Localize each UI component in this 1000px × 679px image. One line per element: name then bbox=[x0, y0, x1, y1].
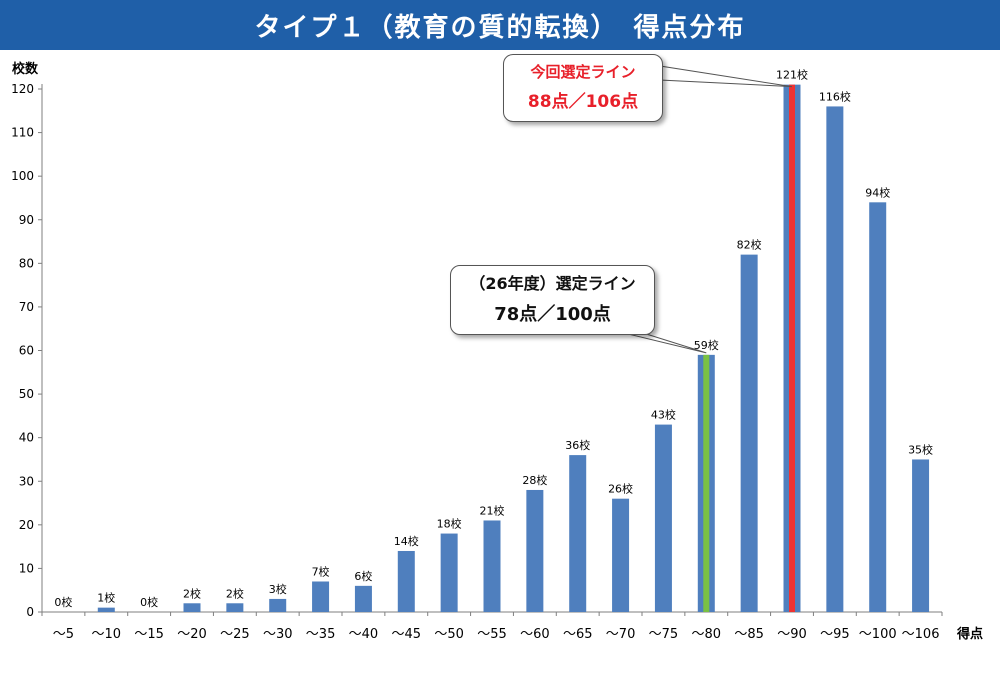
bar bbox=[526, 489, 544, 612]
y-tick-label: 120 bbox=[11, 82, 34, 96]
data-label: 94校 bbox=[865, 185, 890, 199]
data-label: 21校 bbox=[480, 503, 505, 517]
x-tick-label: ～35 bbox=[306, 627, 336, 642]
data-label: 35校 bbox=[908, 442, 933, 456]
x-tick-label: ～55 bbox=[477, 627, 507, 642]
data-label: 2校 bbox=[226, 586, 244, 600]
selection-line-current bbox=[789, 84, 795, 613]
x-tick-label: ～70 bbox=[606, 627, 636, 642]
data-label: 0校 bbox=[54, 595, 72, 609]
x-tick-label: ～75 bbox=[649, 627, 679, 642]
x-tick-label: ～40 bbox=[349, 627, 379, 642]
x-tick-label: ～95 bbox=[820, 627, 850, 642]
page-title: タイプ１（教育の質的転換） 得点分布 bbox=[254, 12, 746, 43]
bar bbox=[97, 607, 115, 612]
title-bar: タイプ１（教育の質的転換） 得点分布 bbox=[0, 0, 1000, 50]
callout-previous-score: 78点／100点 bbox=[494, 304, 611, 325]
x-tick-label: ～10 bbox=[92, 627, 122, 642]
x-tick-label: ～20 bbox=[177, 627, 207, 642]
data-label: 59校 bbox=[694, 338, 719, 352]
y-tick-label: 20 bbox=[19, 518, 34, 532]
y-tick-label: 10 bbox=[19, 561, 34, 575]
bar bbox=[826, 106, 844, 612]
y-tick-label: 40 bbox=[19, 431, 34, 445]
data-label: 82校 bbox=[737, 238, 762, 252]
data-label: 116校 bbox=[819, 89, 851, 103]
bar bbox=[483, 520, 501, 612]
bar bbox=[912, 459, 930, 612]
bar bbox=[354, 585, 372, 612]
x-tick-label: ～60 bbox=[520, 627, 550, 642]
x-tick-label: ～5 bbox=[53, 627, 74, 642]
bar bbox=[183, 603, 201, 612]
data-label: 121校 bbox=[776, 68, 808, 82]
y-tick-label: 50 bbox=[19, 387, 34, 401]
data-label: 6校 bbox=[354, 569, 372, 583]
callout-current-score: 88点／106点 bbox=[527, 92, 639, 112]
y-tick-label: 90 bbox=[19, 213, 34, 227]
x-tick-label: ～45 bbox=[392, 627, 422, 642]
callout-current-pointer bbox=[659, 65, 793, 88]
data-label: 36校 bbox=[565, 438, 590, 452]
callout-previous-line: （26年度）選定ライン 78点／100点 bbox=[450, 265, 655, 335]
bar bbox=[226, 603, 244, 612]
x-tick-label: ～85 bbox=[734, 627, 764, 642]
x-tick-label: ～65 bbox=[563, 627, 593, 642]
y-tick-label: 70 bbox=[19, 300, 34, 314]
bar bbox=[440, 533, 458, 612]
x-tick-label: ～80 bbox=[692, 627, 722, 642]
data-label: 26校 bbox=[608, 482, 633, 496]
x-tick-label: ～15 bbox=[134, 627, 164, 642]
x-tick-label: ～100 bbox=[859, 627, 897, 642]
data-label: 2校 bbox=[183, 586, 201, 600]
y-tick-label: 100 bbox=[11, 169, 34, 183]
data-label: 18校 bbox=[437, 517, 462, 531]
bar bbox=[740, 254, 758, 612]
data-label: 7校 bbox=[312, 564, 330, 578]
bar bbox=[569, 455, 587, 612]
callout-previous-title: （26年度）選定ライン bbox=[469, 274, 636, 293]
x-tick-label: ～106 bbox=[902, 627, 940, 642]
bar bbox=[654, 424, 672, 612]
y-tick-label: 60 bbox=[19, 344, 34, 358]
x-axis-title: 得点 bbox=[956, 626, 983, 642]
bar bbox=[269, 598, 287, 612]
callout-current-line: 今回選定ライン 88点／106点 bbox=[503, 54, 663, 122]
data-label: 43校 bbox=[651, 408, 676, 422]
bar bbox=[312, 581, 330, 612]
x-tick-label: ～90 bbox=[777, 627, 807, 642]
data-label: 14校 bbox=[394, 534, 419, 548]
bar bbox=[397, 550, 415, 612]
bar bbox=[869, 202, 887, 613]
bar bbox=[612, 498, 630, 612]
y-tick-label: 110 bbox=[11, 126, 34, 140]
data-label: 3校 bbox=[269, 582, 287, 596]
selection-line-previous bbox=[703, 354, 710, 612]
x-tick-label: ～50 bbox=[434, 627, 464, 642]
y-tick-label: 30 bbox=[19, 474, 34, 488]
x-tick-label: ～30 bbox=[263, 627, 293, 642]
y-tick-label: 0 bbox=[26, 605, 34, 619]
y-axis-title: 校数 bbox=[12, 61, 39, 77]
y-tick-label: 80 bbox=[19, 256, 34, 270]
data-label: 28校 bbox=[522, 473, 547, 487]
callout-current-title: 今回選定ライン bbox=[530, 63, 636, 81]
data-label: 1校 bbox=[97, 591, 115, 605]
x-tick-label: ～25 bbox=[220, 627, 250, 642]
data-label: 0校 bbox=[140, 595, 158, 609]
